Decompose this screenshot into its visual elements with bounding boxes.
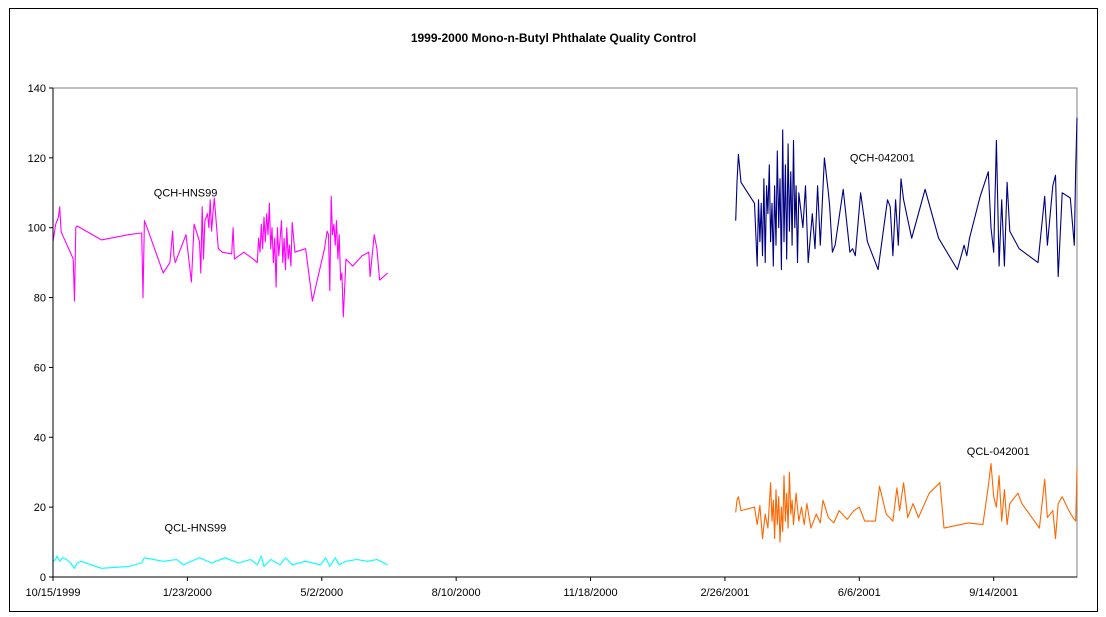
y-tick-label: 100 (28, 223, 46, 235)
y-tick-label: 20 (34, 502, 46, 514)
x-tick-label: 6/6/2001 (838, 587, 881, 599)
axis-layer: 0 20 40 60 80 100 120 140 10/15/1999 1/23/2000 5/2… (25, 83, 1077, 599)
x-tick-label: 8/10/2000 (432, 587, 481, 599)
x-tick-label: 2/26/2001 (700, 587, 749, 599)
y-tick-label: 0 (40, 572, 46, 584)
x-tick-label: 1/23/2000 (163, 587, 212, 599)
series-label-qcl-042001: QCL-042001 (967, 446, 1030, 458)
chart-title: 1999-2000 Mono-n-Butyl Phthalate Quality… (410, 31, 697, 45)
plot-area-border (52, 87, 1078, 578)
x-tick-label: 5/2/2000 (300, 587, 343, 599)
series-layer (52, 117, 1078, 569)
x-tick-label: 9/14/2001 (969, 587, 1018, 599)
plot-area (52, 87, 1078, 578)
series-label-layer: QCH-HNS99 QCL-HNS99 QCH-042001 QCL-042001 (154, 152, 1030, 534)
y-tick-label: 40 (34, 432, 46, 444)
series-line-qch-042001 (735, 117, 1078, 278)
y-tick-label: 60 (34, 362, 46, 374)
y-tick-label: 80 (34, 293, 46, 305)
x-tick-label: 10/15/1999 (25, 587, 80, 599)
y-tick-label: 140 (28, 83, 46, 95)
series-label-qch-hns99: QCH-HNS99 (154, 187, 218, 199)
series-line-qcl-hns99 (52, 555, 388, 569)
y-tick-label: 120 (28, 153, 46, 165)
x-tick-label: 11/18/2000 (563, 587, 617, 599)
series-line-qcl-042001 (735, 462, 1078, 543)
series-label-qcl-hns99: QCL-HNS99 (165, 523, 227, 535)
series-label-qch-042001: QCH-042001 (850, 152, 915, 164)
series-line-qch-hns99 (52, 195, 388, 318)
